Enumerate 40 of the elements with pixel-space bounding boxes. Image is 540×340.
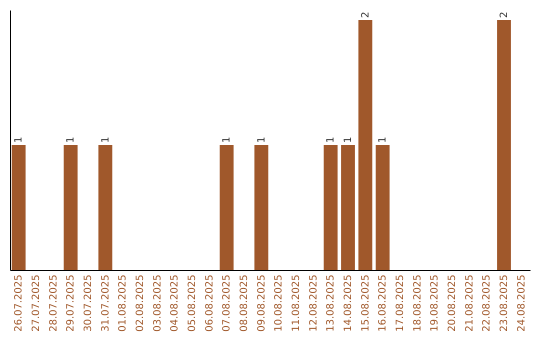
x-tick-label: 02.08.2025 bbox=[135, 274, 146, 332]
x-tick-label: 14.08.2025 bbox=[343, 274, 354, 332]
data-label: 1 bbox=[100, 136, 112, 143]
x-tick-label: 05.08.2025 bbox=[187, 274, 198, 332]
x-tick-label: 31.07.2025 bbox=[100, 274, 112, 332]
x-tick-label: 13.08.2025 bbox=[326, 274, 337, 332]
data-label: 1 bbox=[14, 136, 25, 143]
x-tick-label: 07.08.2025 bbox=[222, 274, 233, 332]
x-tick-label: 16.08.2025 bbox=[378, 274, 389, 332]
x-tick-label: 11.08.2025 bbox=[291, 274, 302, 332]
data-label: 1 bbox=[378, 136, 389, 143]
x-tick-label: 26.07.2025 bbox=[14, 274, 25, 332]
data-label: 1 bbox=[222, 136, 233, 143]
x-tick-label: 30.07.2025 bbox=[83, 274, 94, 332]
x-tick-label: 21.08.2025 bbox=[464, 274, 476, 332]
x-tick-label: 04.08.2025 bbox=[170, 274, 181, 332]
x-tick-label: 09.08.2025 bbox=[256, 274, 268, 332]
x-tick-label: 10.08.2025 bbox=[274, 274, 285, 332]
data-label: 1 bbox=[343, 136, 354, 143]
x-tick-label: 29.07.2025 bbox=[66, 274, 77, 332]
x-tick-label: 08.08.2025 bbox=[239, 274, 250, 332]
x-tick-label: 06.08.2025 bbox=[204, 274, 216, 332]
data-label: 1 bbox=[326, 136, 337, 143]
x-tick-label: 28.07.2025 bbox=[48, 274, 60, 332]
data-label: 2 bbox=[499, 12, 510, 18]
x-tick-label: 22.08.2025 bbox=[482, 274, 493, 332]
data-label: 1 bbox=[66, 136, 77, 143]
x-tick-label: 19.08.2025 bbox=[430, 274, 441, 332]
x-tick-label: 20.08.2025 bbox=[447, 274, 458, 332]
x-tick-label: 23.08.2025 bbox=[499, 274, 510, 332]
data-label: 1 bbox=[256, 136, 268, 143]
x-tick-label: 17.08.2025 bbox=[395, 274, 406, 332]
x-tick-label: 24.08.2025 bbox=[516, 274, 528, 332]
x-tick-label: 01.08.2025 bbox=[118, 274, 129, 332]
x-tick-label: 27.07.2025 bbox=[31, 274, 42, 332]
x-tick-label: 15.08.2025 bbox=[360, 274, 372, 332]
data-label: 2 bbox=[360, 12, 372, 18]
x-tick-label: 03.08.2025 bbox=[152, 274, 164, 332]
x-tick-label: 18.08.2025 bbox=[412, 274, 424, 332]
x-tick-label: 12.08.2025 bbox=[308, 274, 320, 332]
